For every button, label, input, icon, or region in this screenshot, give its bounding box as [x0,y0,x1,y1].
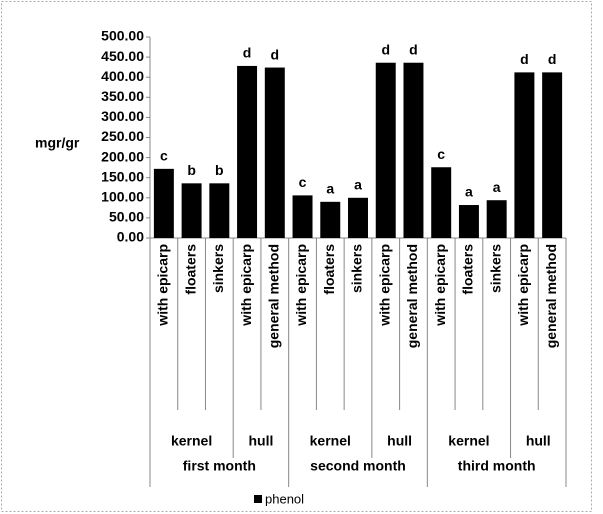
group-label: first month [183,458,256,474]
subgroup-label: kernel [310,433,351,449]
y-tick-label: 150.00 [101,168,144,184]
value-label: c [299,174,307,190]
value-label: a [465,184,473,200]
subgroup-label: kernel [448,433,489,449]
bar [542,72,563,238]
bar [486,200,507,238]
value-label: c [437,146,445,162]
x-tick-label: with epicarp [238,244,254,327]
legend-swatch [254,495,262,503]
x-tick-label: sinkers [349,244,365,293]
bar [431,167,452,238]
value-label: b [215,162,224,178]
bar [153,168,174,238]
x-tick-label: with epicarp [432,244,448,327]
y-tick-label: 200.00 [101,148,144,164]
value-label: d [548,51,557,67]
y-tick-label: 350.00 [101,88,144,104]
bar [292,195,313,238]
y-tick-label: 400.00 [101,68,144,84]
y-tick-label: 50.00 [109,209,144,225]
subgroup-label: kernel [171,433,212,449]
bar [375,62,396,239]
value-label: c [160,148,168,164]
value-label: d [271,46,280,62]
bar [458,205,479,238]
x-tick-label: with epicarp [155,244,171,327]
y-tick-label: 100.00 [101,189,144,205]
subgroup-label: hull [248,433,273,449]
value-label: d [409,41,418,57]
y-tick-label: 450.00 [101,48,144,64]
group-label: third month [458,458,536,474]
value-label: d [520,51,529,67]
x-tick-label: general method [543,244,559,348]
x-tick-label: sinkers [210,244,226,293]
value-label: b [187,162,196,178]
y-axis-label: mgr/gr [35,135,80,151]
x-tick-label: general method [266,244,282,348]
x-tick-label: floaters [321,244,337,295]
chart-border [1,1,592,512]
x-tick-label: general method [404,244,420,348]
value-label: d [243,45,252,61]
x-tick-label: with epicarp [376,244,392,327]
bar [403,62,424,239]
value-label: a [326,181,334,197]
bar [181,183,202,238]
x-tick-label: with epicarp [515,244,531,327]
value-label: a [493,179,501,195]
legend-label: phenol [265,491,304,506]
bar [209,183,230,238]
subgroup-label: hull [526,433,551,449]
bar [264,67,285,238]
x-tick-label: sinkers [487,244,503,293]
x-tick-label: floaters [182,244,198,295]
x-tick-label: floaters [460,244,476,295]
bar [237,65,258,238]
bar [348,197,368,238]
bar [514,72,535,238]
value-label: a [354,177,362,193]
y-tick-label: 250.00 [101,128,144,144]
bar [320,201,341,238]
value-label: d [381,41,390,57]
y-tick-label: 300.00 [101,108,144,124]
group-label: second month [310,458,406,474]
subgroup-label: hull [387,433,412,449]
x-tick-label: with epicarp [293,244,309,327]
y-tick-label: 0.00 [117,229,144,245]
y-tick-label: 500.00 [101,28,144,44]
